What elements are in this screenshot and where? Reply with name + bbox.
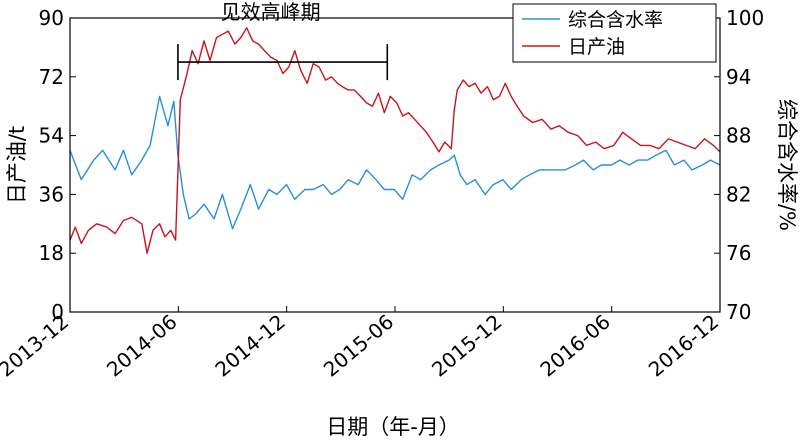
- legend-box: [512, 3, 717, 63]
- y-right-tick-label: 70: [726, 300, 751, 324]
- y-right-tick-label: 100: [726, 6, 764, 30]
- x-tick-label: 2016-06: [535, 309, 614, 381]
- y-right-tick-label: 76: [726, 241, 751, 265]
- series-line-0: [69, 95, 721, 230]
- x-axis-label: 日期（年-月）: [326, 415, 460, 439]
- y-right-tick-label: 82: [726, 182, 751, 206]
- series-line-1: [69, 27, 721, 254]
- legend: 综合含水率 日产油: [512, 3, 717, 63]
- y-left-tick-label: 18: [39, 241, 64, 265]
- y-left-tick-label: 72: [39, 65, 64, 89]
- y-right-tick-label: 88: [726, 124, 751, 148]
- annotation: 见效高峰期: [177, 0, 389, 81]
- x-tick-label: 2013-12: [0, 309, 73, 381]
- legend-label-daily-oil: 日产油: [568, 36, 625, 58]
- x-tick-label: 2015-06: [319, 309, 398, 381]
- y-left-tick-label: 54: [39, 124, 64, 148]
- y-right-tick-label: 94: [726, 65, 751, 89]
- x-tick-label: 2014-12: [210, 309, 289, 381]
- legend-label-water-cut: 综合含水率: [568, 9, 663, 31]
- x-tick-label: 2015-12: [427, 309, 506, 381]
- y-left-axis-label: 日产油/t: [5, 126, 29, 204]
- y-right-axis-label: 综合含水率/%: [775, 99, 799, 231]
- y-left-tick-label: 0: [51, 300, 64, 324]
- x-tick-label: 2016-12: [644, 309, 723, 381]
- series-layer: [69, 27, 721, 254]
- y-left-tick-label: 90: [39, 6, 64, 30]
- y-left-tick-label: 36: [39, 182, 64, 206]
- x-tick-label: 2014-06: [102, 309, 181, 381]
- annotation-label: 见效高峰期: [221, 0, 321, 24]
